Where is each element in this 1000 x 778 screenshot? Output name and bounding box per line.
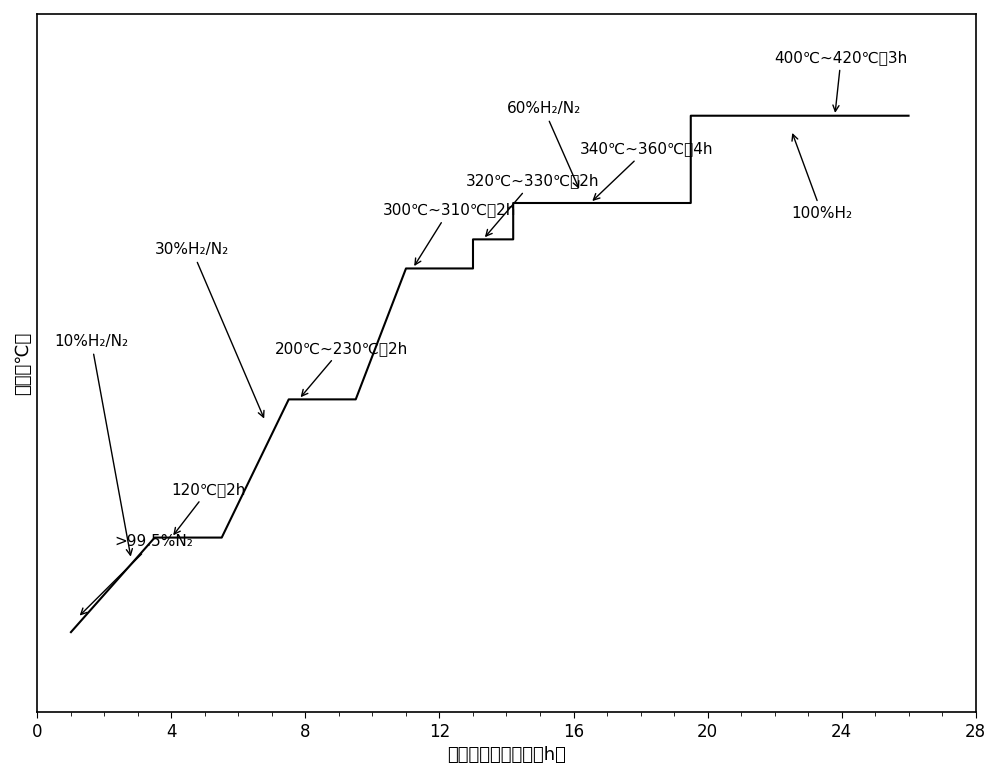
Text: 320℃~330℃，2h: 320℃~330℃，2h <box>466 173 600 236</box>
Text: 340℃~360℃，4h: 340℃~360℃，4h <box>580 142 714 200</box>
Text: 400℃~420℃，3h: 400℃~420℃，3h <box>775 50 908 111</box>
Text: 10%H₂/N₂: 10%H₂/N₂ <box>54 334 132 555</box>
Text: 300℃~310℃，2h: 300℃~310℃，2h <box>383 202 516 265</box>
Text: 30%H₂/N₂: 30%H₂/N₂ <box>155 242 264 417</box>
Text: 120℃，2h: 120℃，2h <box>171 482 246 534</box>
Text: >99.5%N₂: >99.5%N₂ <box>81 534 193 615</box>
Text: 200℃~230℃，2h: 200℃~230℃，2h <box>275 341 409 396</box>
Text: 100%H₂: 100%H₂ <box>791 135 852 221</box>
Text: 60%H₂/N₂: 60%H₂/N₂ <box>506 101 581 187</box>
X-axis label: 氢气还原反应时间（h）: 氢气还原反应时间（h） <box>447 746 566 764</box>
Y-axis label: 温度（℃）: 温度（℃） <box>14 331 32 394</box>
